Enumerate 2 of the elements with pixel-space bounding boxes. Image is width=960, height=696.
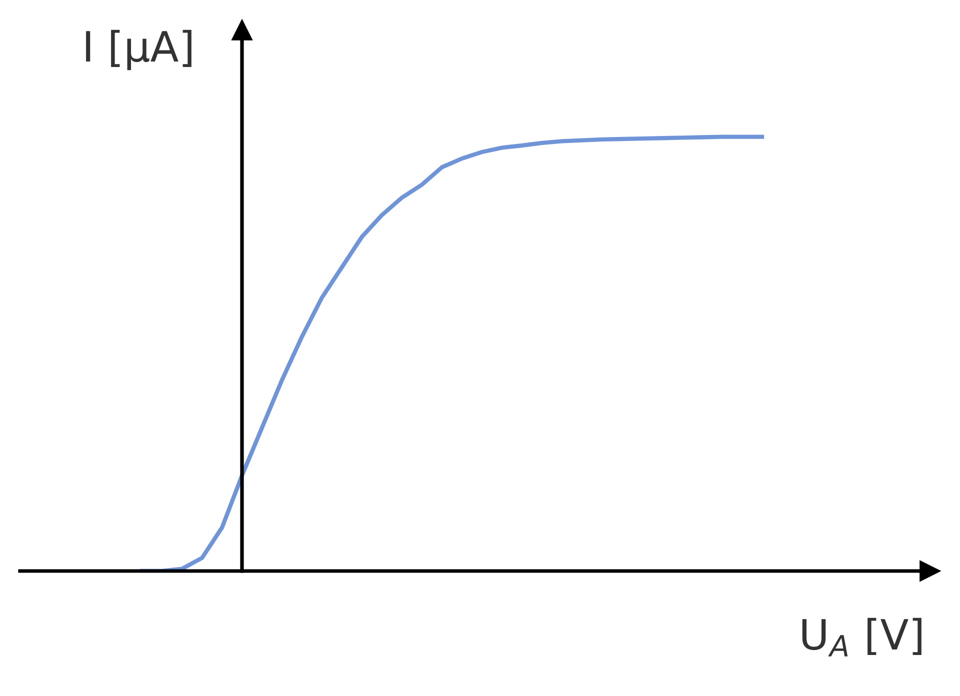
x-axis-title: U$_{A}$ [V] bbox=[802, 618, 922, 656]
y-axis-title: I [μA] bbox=[86, 30, 192, 70]
